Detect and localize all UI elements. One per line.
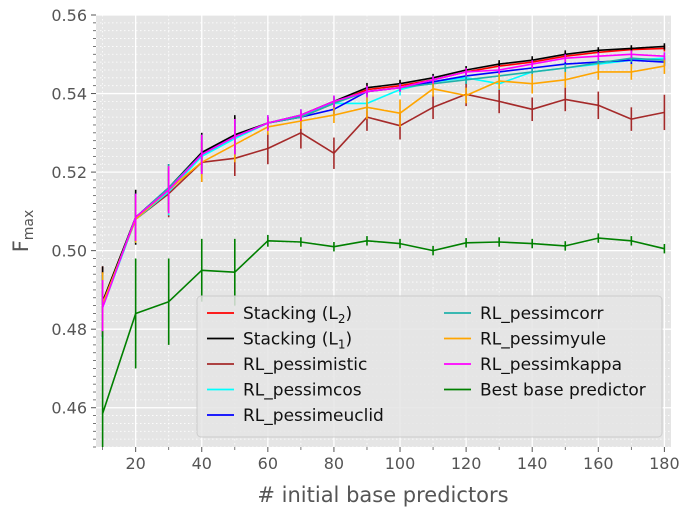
series-7 xyxy=(101,50,666,336)
legend-label: RL_pessimcos xyxy=(243,381,362,401)
series-line xyxy=(101,45,665,302)
x-tick-label: 140 xyxy=(517,454,548,473)
x-ticks: 20 40 60 80 100 120 140 160 180 xyxy=(102,447,680,473)
x-tick-label: 40 xyxy=(192,454,212,473)
y-tick-label: 0.50 xyxy=(51,242,87,261)
y-tick-label: 0.52 xyxy=(51,163,87,182)
x-tick-label: 160 xyxy=(583,454,614,473)
legend-label: RL_pessimyule xyxy=(480,330,606,350)
x-tick-label: 60 xyxy=(258,454,278,473)
x-tick-label: 20 xyxy=(125,454,145,473)
x-tick-label: 100 xyxy=(385,454,416,473)
legend-label: RL_pessimeuclid xyxy=(243,406,384,426)
y-axis-label-main: F xyxy=(9,240,33,252)
series-layer xyxy=(101,43,666,447)
y-tick-label: 0.56 xyxy=(51,6,87,25)
legend: Stacking (L2) Stacking (L1) RL_pessimistic… xyxy=(196,295,663,438)
y-axis-label: Fmax xyxy=(9,210,37,253)
x-tick-label: 80 xyxy=(324,454,344,473)
series-line xyxy=(101,65,665,304)
legend-label: RL_pessimkappa xyxy=(480,355,622,375)
legend-box xyxy=(196,295,663,438)
series-line xyxy=(101,237,665,414)
x-tick-label: 180 xyxy=(649,454,680,473)
y-ticks: 0.46 0.48 0.50 0.52 0.54 0.56 xyxy=(51,6,96,448)
legend-label: Best base predictor xyxy=(480,381,646,401)
series-8 xyxy=(101,233,666,447)
legend-label: RL_pessimistic xyxy=(243,355,367,375)
series-line xyxy=(101,53,665,308)
y-tick-label: 0.54 xyxy=(51,85,87,104)
x-axis-label: # initial base predictors xyxy=(257,483,508,507)
legend-label: RL_pessimcorr xyxy=(480,304,603,324)
legend-label: Stacking (L1) xyxy=(243,330,352,352)
y-tick-label: 0.48 xyxy=(51,320,87,339)
y-tick-label: 0.46 xyxy=(51,399,87,418)
x-tick-label: 120 xyxy=(451,454,482,473)
y-axis-label-sub: max xyxy=(21,210,37,241)
legend-label: Stacking (L2) xyxy=(243,304,352,326)
